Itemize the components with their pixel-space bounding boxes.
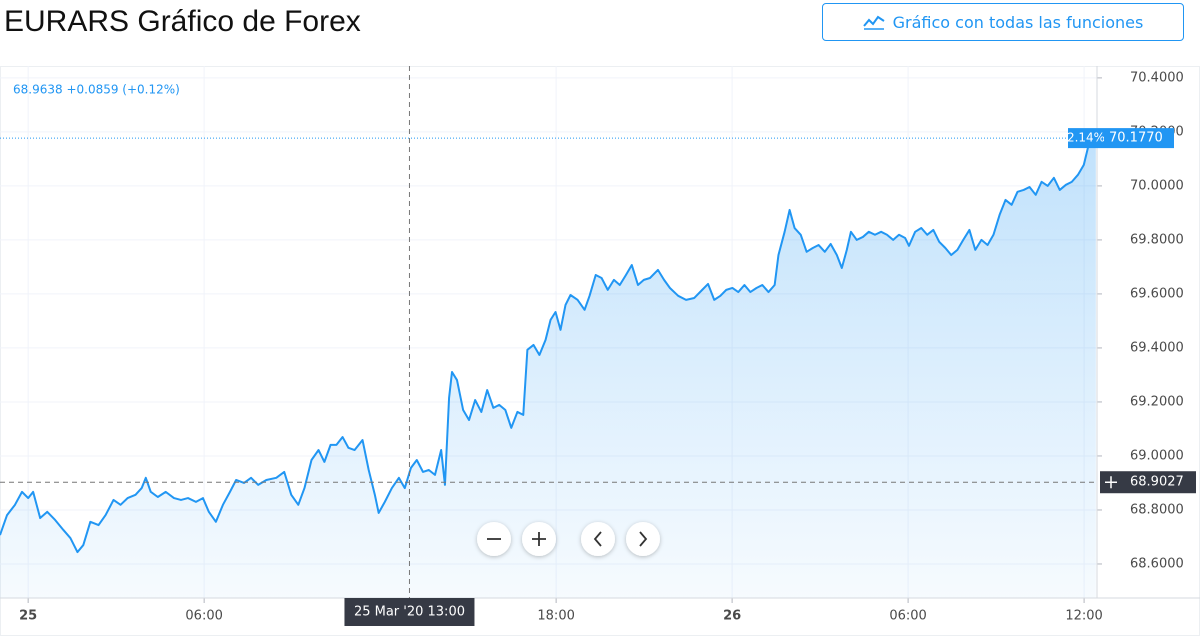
y-tick-label: 69.2000	[1130, 394, 1184, 409]
chart-frame	[0, 66, 1200, 636]
legend-text: 68.9638 +0.0859 (+0.12%)	[13, 83, 180, 97]
y-tick-label: 70.0000	[1130, 178, 1184, 193]
price-line	[0, 137, 1097, 554]
y-tick-label: 69.6000	[1130, 286, 1184, 301]
crosshair-y-label-bg	[1100, 471, 1196, 494]
last-price-label-bg	[1104, 128, 1174, 149]
scroll-left-button[interactable]	[581, 522, 615, 556]
x-tick-label: 18:00	[537, 609, 574, 624]
plus-icon	[532, 532, 546, 546]
crosshair-plus-icon	[1105, 476, 1117, 489]
page-title: EURARS Gráfico de Forex	[4, 5, 361, 38]
left-icon	[593, 531, 602, 547]
zoom-out-button[interactable]	[477, 522, 511, 556]
scroll-right-button[interactable]	[626, 522, 660, 556]
crosshair-y-label: 68.9027	[1130, 475, 1184, 490]
y-tick-label: 69.0000	[1130, 448, 1184, 463]
crosshair-x-label-bg	[344, 598, 475, 626]
x-tick-label: 06:00	[889, 609, 926, 624]
y-tick-label: 69.4000	[1130, 340, 1184, 355]
x-tick-label: 26	[723, 609, 741, 624]
full-chart-button[interactable]: Gráfico con todas las funciones	[822, 3, 1184, 41]
x-tick-label: 06:00	[185, 609, 222, 624]
zoom-in-button[interactable]	[522, 522, 556, 556]
zoom-controls	[477, 522, 660, 556]
change-label-bg	[1068, 128, 1104, 149]
last-price-label: 70.1770	[1109, 131, 1163, 146]
change-label: 2.14%	[1067, 131, 1105, 145]
x-tick-label: 12:00	[1065, 609, 1102, 624]
area	[0, 138, 1096, 598]
y-tick-label: 68.8000	[1130, 502, 1184, 517]
right-icon	[639, 531, 648, 547]
x-tick-label: 25	[19, 609, 37, 624]
button-label: Gráfico con todas las funciones	[892, 12, 1144, 32]
y-tick-label: 69.8000	[1130, 232, 1184, 247]
y-tick-label: 70.2000	[1130, 124, 1184, 139]
crosshair-x-label: 25 Mar '20 13:00	[354, 605, 465, 620]
y-tick-label: 68.6000	[1130, 556, 1184, 571]
chart-icon	[862, 15, 885, 30]
y-tick-label: 70.4000	[1130, 70, 1184, 85]
